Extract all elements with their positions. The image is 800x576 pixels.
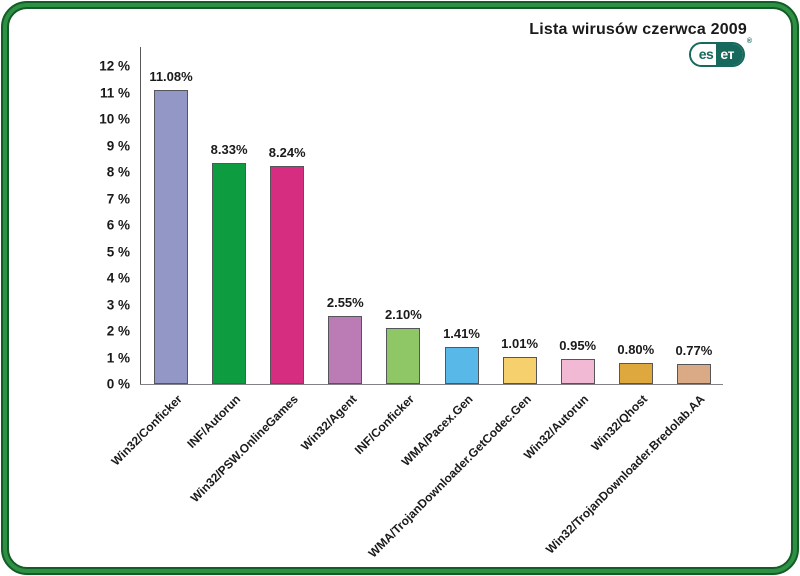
- eset-logo-right-segment: eт: [716, 44, 743, 65]
- bar: [154, 90, 188, 384]
- bar: [386, 328, 421, 384]
- bar-value-label: 0.95%: [559, 338, 597, 353]
- bar-value-label: 0.80%: [617, 342, 655, 357]
- y-axis-tick-label: 8 %: [106, 164, 130, 180]
- y-axis-tick-label: 4 %: [106, 270, 130, 286]
- bar-value-label: 2.55%: [326, 295, 364, 310]
- y-axis-line: [140, 47, 141, 384]
- x-axis-line: [140, 384, 723, 385]
- x-axis-category-label: Win32/Conficker: [108, 392, 185, 469]
- y-axis-tick-label: 9 %: [106, 138, 130, 153]
- eset-logo-left-segment: es: [690, 44, 717, 65]
- bar: [618, 363, 653, 384]
- eset-logo: es eт: [688, 42, 745, 67]
- y-axis-tick-label: 5 %: [106, 244, 130, 259]
- y-axis-tick-label: 6 %: [106, 217, 130, 233]
- y-axis-tick-label: 0 %: [106, 376, 130, 392]
- bar: [444, 347, 479, 384]
- bar-value-label: 2.10%: [384, 307, 422, 322]
- chart-title: Lista wirusów czerwca 2009: [529, 21, 747, 38]
- bar: [212, 163, 247, 384]
- bar: [676, 364, 711, 384]
- bar-value-label: 8.24%: [268, 145, 306, 160]
- bar-value-label: 0.77%: [675, 343, 713, 358]
- y-axis-tick-label: 11 %: [99, 85, 130, 100]
- x-axis-category-label: Win32/PSW.OnlineGames: [187, 392, 302, 506]
- bar: [502, 357, 537, 384]
- bar-value-label: 11.08%: [149, 69, 193, 84]
- x-axis-category-label: Win32/Qhost: [588, 392, 650, 454]
- x-axis-category-label: INF/Conficker: [352, 392, 418, 458]
- y-axis-tick-label: 3 %: [106, 297, 130, 312]
- y-axis-tick-label: 7 %: [106, 191, 130, 206]
- x-axis-category-label: INF/Autorun: [184, 392, 243, 451]
- y-axis-tick-label: 10 %: [99, 111, 130, 127]
- bar: [560, 359, 595, 384]
- bar-value-label: 1.41%: [443, 326, 480, 341]
- bar: [328, 316, 363, 384]
- chart-panel: [7, 7, 793, 569]
- registered-trademark-icon: ®: [746, 38, 752, 45]
- bar-value-label: 1.01%: [501, 336, 539, 351]
- bar-value-label: 8.33%: [210, 142, 248, 157]
- y-axis-tick-label: 12 %: [99, 58, 130, 74]
- y-axis-tick-label: 2 %: [106, 323, 130, 339]
- y-axis-tick-label: 1 %: [106, 350, 130, 365]
- bar: [270, 166, 305, 384]
- x-axis-category-label: Win32/Agent: [297, 392, 360, 454]
